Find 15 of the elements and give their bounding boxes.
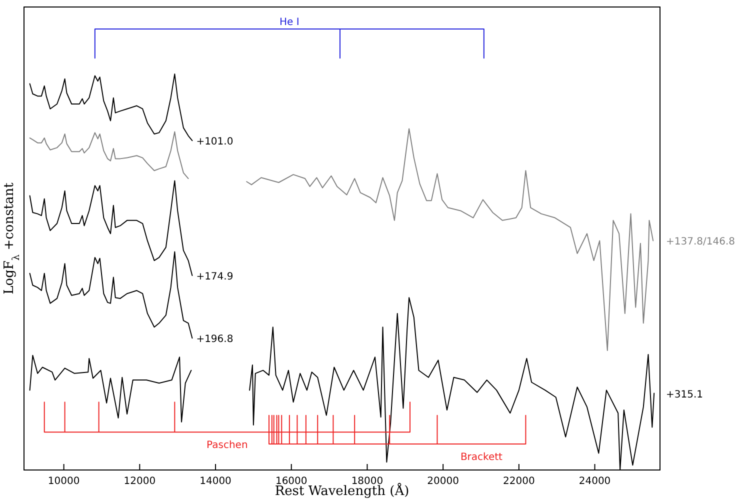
series-label: +101.0 bbox=[196, 136, 234, 148]
x-tick-label: 10000 bbox=[48, 476, 80, 487]
x-tick-label: 14000 bbox=[200, 476, 232, 487]
series-label: Paschen bbox=[206, 440, 248, 452]
series-label: Brackett bbox=[460, 452, 503, 463]
series-label: +174.9 bbox=[196, 272, 234, 283]
series-label: +137.8/146.8 bbox=[666, 236, 736, 248]
series-label: +315.1 bbox=[666, 389, 704, 400]
series-label: +196.8 bbox=[196, 334, 234, 346]
x-tick-label: 22000 bbox=[503, 476, 535, 487]
x-tick-label: 24000 bbox=[578, 476, 611, 487]
x-tick-label: 12000 bbox=[124, 476, 156, 487]
x-tick-label: 20000 bbox=[427, 476, 459, 487]
x-tick-label: 16000 bbox=[275, 476, 308, 487]
series-label: He I bbox=[280, 17, 300, 28]
